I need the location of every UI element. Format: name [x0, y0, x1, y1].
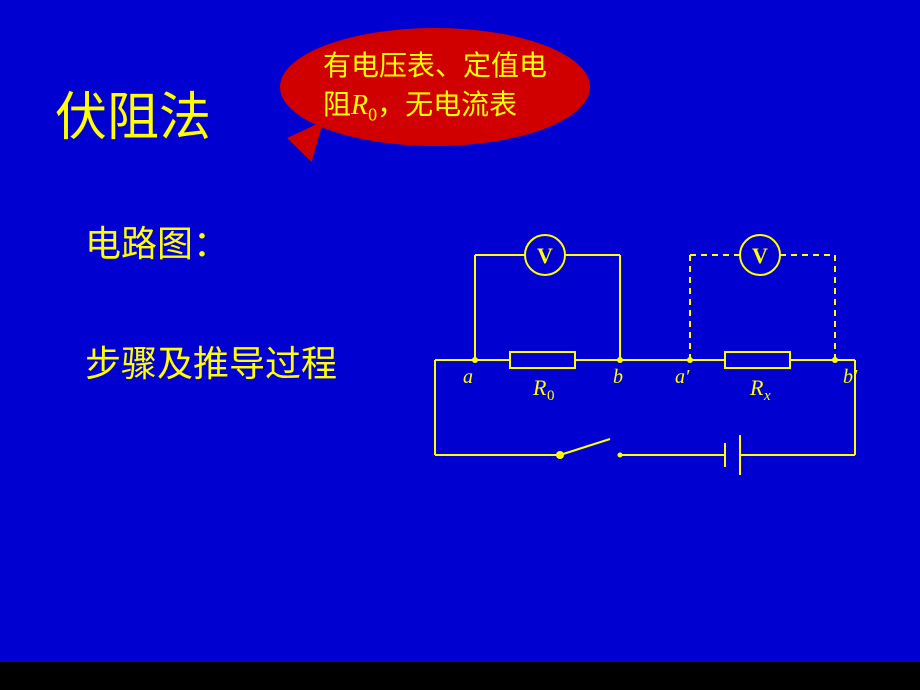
steps-heading: 步骤及推导过程: [85, 335, 337, 387]
node-bp-label: b′: [843, 366, 858, 388]
bubble-r-symbol: R: [351, 90, 368, 121]
bubble-line2-post: ，无电流表: [377, 90, 517, 121]
resistor-r0: [510, 352, 575, 368]
bottom-bar: [0, 662, 920, 690]
node-b-label: b: [613, 366, 623, 388]
rx-label-sub: x: [763, 388, 771, 404]
bubble-text: 有电压表、定值电 阻R0，无电流表: [323, 47, 547, 128]
rx-label-r: R: [749, 375, 764, 400]
node-ap-label: a′: [675, 366, 690, 388]
circuit-heading: 电路图：: [85, 215, 229, 267]
bubble-r-sub: 0: [368, 104, 377, 124]
circuit-diagram: V V a b a′ b′ R 0 R x: [415, 225, 875, 485]
bubble-line1: 有电压表、定值电: [323, 51, 547, 82]
node-a-label: a: [463, 366, 473, 388]
switch-arm: [560, 439, 610, 455]
r0-label-r: R: [532, 375, 547, 400]
method-title: 伏阻法: [55, 75, 211, 150]
voltmeter-1-label: V: [537, 243, 553, 268]
resistor-rx: [725, 352, 790, 368]
bubble-line2-pre: 阻: [323, 90, 351, 121]
r0-label-sub: 0: [547, 388, 555, 404]
voltmeter-2-label: V: [752, 243, 768, 268]
